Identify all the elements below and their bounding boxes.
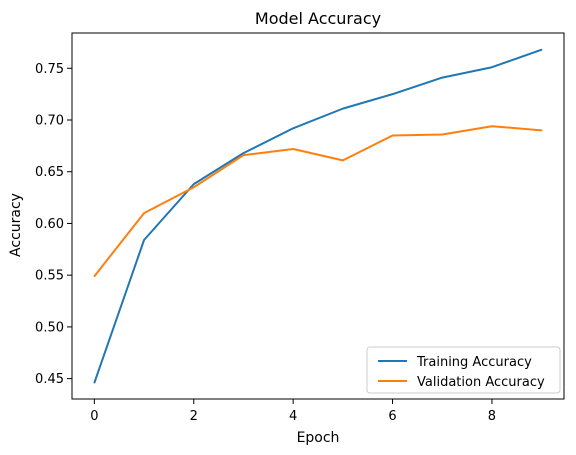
y-tick-label: 0.70 (35, 114, 64, 129)
y-tick-label: 0.65 (35, 165, 64, 180)
data-point-training-accuracy-epoch-1 (143, 239, 145, 241)
data-point-training-accuracy-epoch-3 (242, 152, 245, 154)
x-tick-label: 4 (289, 409, 297, 424)
legend-label-validation-accuracy: Validation Accuracy (417, 375, 545, 390)
y-tick-label: 0.50 (35, 320, 64, 335)
x-axis-label: Epoch (297, 430, 340, 446)
x-tick-label: 6 (388, 409, 396, 424)
data-point-validation-accuracy-epoch-6 (391, 134, 394, 137)
series-layer (93, 48, 543, 384)
data-point-training-accuracy-epoch-2 (192, 183, 195, 185)
series-line-validation-accuracy (93, 125, 542, 277)
data-point-training-accuracy-epoch-6 (391, 93, 394, 95)
data-point-validation-accuracy-epoch-3 (242, 154, 245, 156)
axes-layer: 0 2 4 6 8 0.45 0.50 0.55 0.60 0.65 0.70 0.75 (35, 32, 565, 424)
data-point-validation-accuracy-epoch-8 (491, 125, 493, 128)
y-axis-label: Accuracy (8, 193, 24, 257)
data-point-validation-accuracy-epoch-5 (342, 159, 344, 162)
plot-area (72, 33, 564, 399)
series-line-training-accuracy (93, 48, 542, 384)
data-point-training-accuracy-epoch-5 (342, 107, 344, 110)
x-tick-label: 8 (488, 409, 496, 424)
legend-box (366, 346, 561, 394)
data-point-training-accuracy-epoch-7 (441, 76, 444, 79)
x-tick-label: 0 (90, 409, 98, 424)
data-point-validation-accuracy-epoch-1 (143, 212, 145, 214)
data-point-training-accuracy-epoch-9 (540, 48, 543, 51)
y-tick-label: 0.75 (35, 62, 64, 77)
x-tick-label: 2 (190, 409, 198, 424)
data-point-validation-accuracy-epoch-9 (540, 129, 543, 132)
legend-label-training-accuracy: Training Accuracy (416, 355, 532, 370)
data-point-training-accuracy-epoch-8 (491, 66, 493, 69)
y-tick-label: 0.45 (35, 372, 64, 387)
plot-background (72, 33, 564, 399)
data-point-training-accuracy-epoch-4 (292, 127, 294, 130)
y-tick-label: 0.55 (35, 269, 64, 284)
data-point-validation-accuracy-epoch-2 (192, 186, 195, 189)
plot-frame (71, 32, 565, 400)
legend: Training Accuracy Validation Accuracy (366, 346, 561, 394)
y-tick-label: 0.60 (35, 217, 64, 232)
data-point-validation-accuracy-epoch-4 (292, 148, 294, 150)
chart-title: Model Accuracy (255, 9, 381, 28)
data-point-training-accuracy-epoch-0 (93, 381, 96, 384)
data-point-validation-accuracy-epoch-0 (93, 275, 96, 278)
data-point-validation-accuracy-epoch-7 (441, 133, 444, 136)
